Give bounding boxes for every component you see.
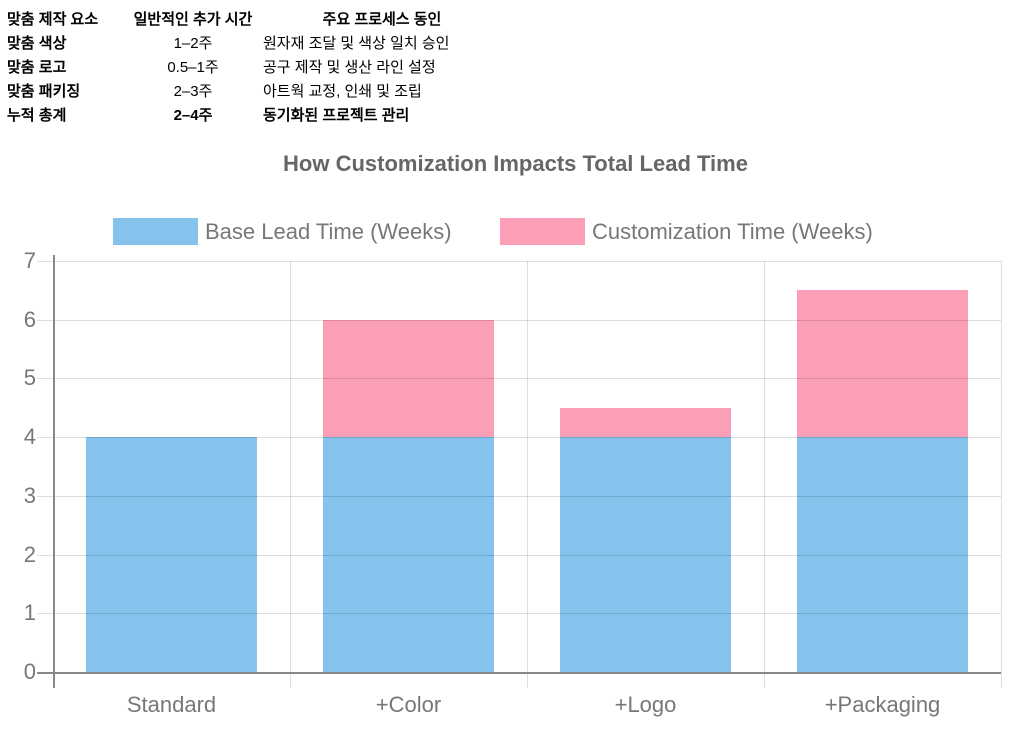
spec-col-element: 맞춤 색상 [7, 35, 67, 52]
spec-col-driver: 공구 제작 및 생산 라인 설정 [263, 59, 436, 76]
x-tick-label: Standard [126, 692, 217, 717]
spec-col-time: 1–2주 [173, 35, 213, 52]
legend-item-customization: Customization Time (Weeks) [500, 218, 873, 245]
y-tick-label: 5 [23, 365, 36, 391]
y-tick-label: 1 [23, 600, 36, 626]
bar-standard-base [86, 437, 257, 672]
bar-color-customization [323, 319, 494, 438]
spec-col-driver: 원자재 조달 및 색상 일치 승인 [263, 35, 450, 52]
y-tick-label: 7 [23, 248, 36, 273]
y-tick-label: 6 [23, 306, 36, 332]
x-gridline [290, 261, 291, 688]
bar-color-base [323, 437, 494, 672]
spec-table-row: 맞춤 로고 0.5–1주 공구 제작 및 생산 라인 설정 [0, 56, 520, 80]
spec-table-row: 맞춤 색상 1–2주 원자재 조달 및 색상 일치 승인 [0, 32, 520, 56]
spec-col-element: 맞춤 로고 [7, 59, 67, 76]
spec-col-element: 맞춤 제작 요소 [7, 11, 99, 28]
legend-swatch-customization-icon [500, 218, 585, 245]
spec-col-time: 일반적인 추가 시간 [133, 11, 253, 28]
spec-table-row: 맞춤 패키징 2–3주 아트웍 교정, 인쇄 및 조립 [0, 80, 520, 104]
y-gridline [37, 437, 1001, 439]
x-gridline [1001, 261, 1002, 688]
y-gridline [37, 378, 1001, 380]
spec-col-driver: 동기화된 프로젝트 관리 [263, 107, 410, 124]
bar-packaging-base [797, 437, 968, 672]
y-tick-label: 2 [23, 541, 36, 567]
x-tick-label: +Logo [614, 692, 677, 717]
x-gridline [527, 261, 528, 688]
y-gridline [37, 319, 1001, 321]
y-axis-line [53, 255, 55, 688]
x-tick-label: +Color [375, 692, 442, 717]
y-gridline [37, 613, 1001, 615]
legend-swatch-base-icon [113, 218, 198, 245]
y-tick-label: 0 [23, 659, 36, 684]
spec-col-driver: 주요 프로세스 동인 [322, 11, 442, 28]
spec-col-element: 누적 총계 [7, 107, 67, 124]
legend-label-customization: Customization Time (Weeks) [592, 219, 873, 244]
spec-col-element: 맞춤 패키징 [7, 83, 81, 100]
x-axis-line [37, 672, 1001, 674]
chart-title: How Customization Impacts Total Lead Tim… [283, 151, 748, 176]
y-tick-label: 3 [23, 482, 36, 508]
spec-table-header-row: 맞춤 제작 요소 일반적인 추가 시간 주요 프로세스 동인 [0, 8, 520, 32]
y-tick-label: 4 [23, 424, 36, 450]
spec-col-time: 0.5–1주 [167, 59, 219, 76]
spec-col-time: 2–3주 [173, 83, 213, 100]
spec-table-row: 누적 총계 2–4주 동기화된 프로젝트 관리 [0, 104, 520, 128]
y-gridline [37, 261, 1001, 262]
x-tick-label: +Packaging [824, 692, 941, 717]
x-gridline [764, 261, 765, 688]
y-gridline [37, 554, 1001, 556]
spec-col-time: 2–4주 [173, 107, 213, 124]
bar-logo-customization [560, 407, 731, 438]
bar-packaging-customization [797, 290, 968, 438]
legend-item-base: Base Lead Time (Weeks) [113, 218, 452, 245]
bar-logo-base [560, 437, 731, 672]
legend-label-base: Base Lead Time (Weeks) [205, 219, 452, 244]
spec-col-driver: 아트웍 교정, 인쇄 및 조립 [263, 83, 422, 100]
y-gridline [37, 495, 1001, 497]
